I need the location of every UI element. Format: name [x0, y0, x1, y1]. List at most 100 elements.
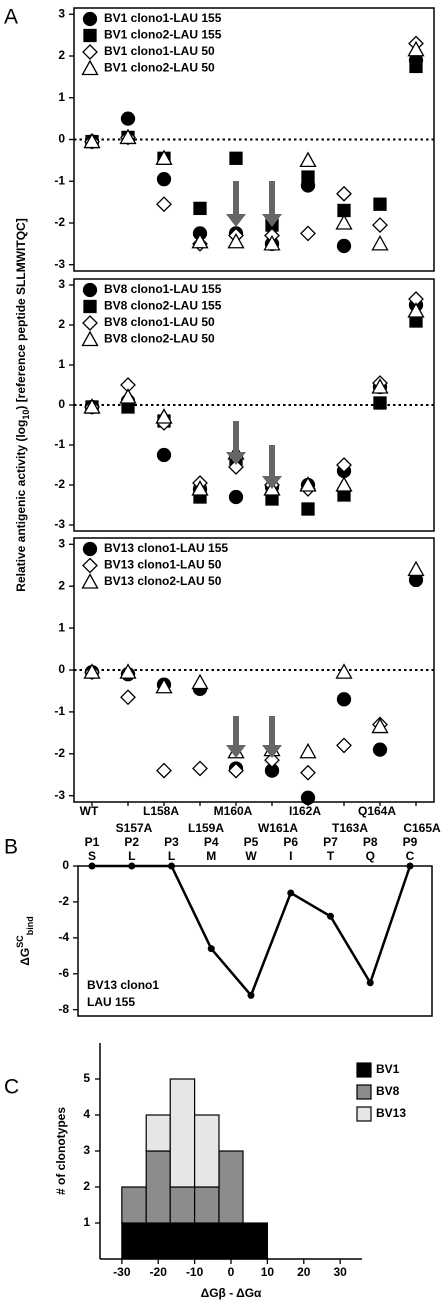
marker-triangle [83, 398, 101, 414]
y-tick-label: 1 [83, 1215, 90, 1229]
y-axis-label-part: ΔG [18, 948, 32, 966]
position-label: P5 [244, 835, 259, 849]
legend-label: BV8 clono2-LAU 50 [104, 332, 215, 346]
y-tick-label: -2 [54, 215, 65, 229]
position-label: P8 [363, 835, 378, 849]
arrow [226, 421, 246, 465]
y-tick-label: 1 [58, 620, 65, 634]
x-tick-label: 10 [261, 1265, 275, 1279]
y-tick-label: 3 [58, 536, 65, 550]
marker-circle [82, 541, 98, 557]
x-tick-label: I162A [289, 804, 321, 818]
marker-square [83, 28, 97, 43]
legend-swatch [356, 1106, 372, 1122]
legend-label: BV13 [376, 1106, 406, 1120]
marker-square [301, 170, 315, 184]
marker-triangle [335, 214, 353, 230]
arrow [226, 716, 246, 758]
marker-diamond [228, 762, 244, 779]
marker-circle [228, 489, 244, 505]
marker-circle [82, 282, 98, 298]
histogram-bar [242, 1222, 268, 1260]
y-tick-label: 0 [62, 858, 69, 872]
y-tick-label: 2 [58, 317, 65, 331]
residue-label: S [88, 849, 96, 863]
marker-triangle [263, 235, 281, 251]
position-label: P3 [164, 835, 179, 849]
marker-diamond [192, 760, 208, 777]
x-tick-label: 30 [333, 1265, 347, 1279]
x-tick-label: M160A [214, 804, 253, 818]
position-label: P4 [204, 835, 219, 849]
position-label: P6 [283, 835, 298, 849]
y-tick-label: -2 [58, 894, 69, 908]
marker-triangle [155, 677, 173, 694]
legend-label: BV8 [376, 1084, 400, 1098]
y-axis-label-part: 10 [21, 410, 31, 420]
marker-diamond [372, 217, 388, 233]
y-axis-label-part: ) [reference peptide SLLMWITQC] [14, 218, 28, 409]
line [92, 864, 412, 998]
legend-label: BV13 clono1-LAU 155 [104, 541, 228, 555]
x-axis-label: ΔGβ - ΔGα [201, 1286, 262, 1300]
x-tick-label: 0 [228, 1265, 235, 1279]
marker-square [229, 151, 243, 165]
histogram-bar [169, 1078, 196, 1188]
legend-label: BV8 clono2-LAU 155 [104, 299, 222, 313]
histogram-bar [121, 1222, 147, 1260]
line-point [207, 945, 215, 953]
legend-label: BV1 clono1-LAU 50 [104, 44, 215, 58]
residue-label: T [327, 849, 335, 863]
arrow [262, 716, 282, 758]
marker-square [409, 59, 423, 74]
y-tick-label: 3 [83, 1143, 90, 1157]
marker-triangle [119, 128, 137, 145]
marker-circle [336, 692, 352, 707]
marker-diamond [120, 689, 136, 706]
x-tick-label: -30 [113, 1265, 131, 1279]
marker-diamond [336, 457, 352, 473]
marker-triangle [407, 40, 425, 57]
marker-triangle [81, 330, 99, 347]
y-tick-label: 1 [58, 357, 65, 371]
arrow [262, 181, 282, 227]
marker-triangle [81, 59, 99, 76]
histogram-bar [169, 1186, 196, 1224]
marker-circle [156, 447, 172, 463]
line-point [88, 862, 96, 870]
x-tick-label: WT [80, 804, 99, 818]
y-tick-label: 5 [83, 1071, 90, 1085]
marker-square [83, 299, 97, 314]
marker-triangle [299, 476, 317, 492]
histogram-bar [121, 1186, 147, 1224]
x-tick-label: T163A [332, 821, 368, 835]
y-tick-label: -8 [58, 1002, 69, 1016]
y-tick-label: 0 [58, 397, 65, 411]
y-tick-label: 3 [58, 6, 65, 20]
legend-label: BV13 clono1-LAU 50 [104, 558, 222, 572]
marker-triangle [191, 232, 209, 249]
marker-triangle [335, 476, 353, 492]
x-tick-label: S157A [116, 821, 153, 835]
y-axis-label: ΔGSCbind [15, 916, 35, 965]
y-tick-label: 0 [58, 132, 65, 146]
y-tick-label: 2 [58, 48, 65, 62]
marker-circle [336, 238, 352, 254]
y-tick-label: 0 [58, 662, 65, 676]
marker-triangle [299, 742, 317, 759]
residue-label: L [128, 849, 135, 863]
marker-diamond [82, 557, 98, 574]
marker-triangle [299, 151, 317, 168]
marker-circle [372, 742, 388, 757]
y-axis-label-part: Relative antigenic activity (log [14, 420, 28, 592]
histogram-bar [145, 1222, 171, 1260]
marker-square [373, 396, 387, 410]
y-axis-label: Relative antigenic activity (log10) [ref… [14, 218, 31, 591]
marker-triangle [119, 388, 137, 404]
arrows [226, 181, 282, 758]
marker-triangle [81, 573, 99, 589]
y-tick-label: 1 [58, 90, 65, 104]
y-tick-label: 3 [58, 277, 65, 291]
marker-diamond [300, 764, 316, 781]
